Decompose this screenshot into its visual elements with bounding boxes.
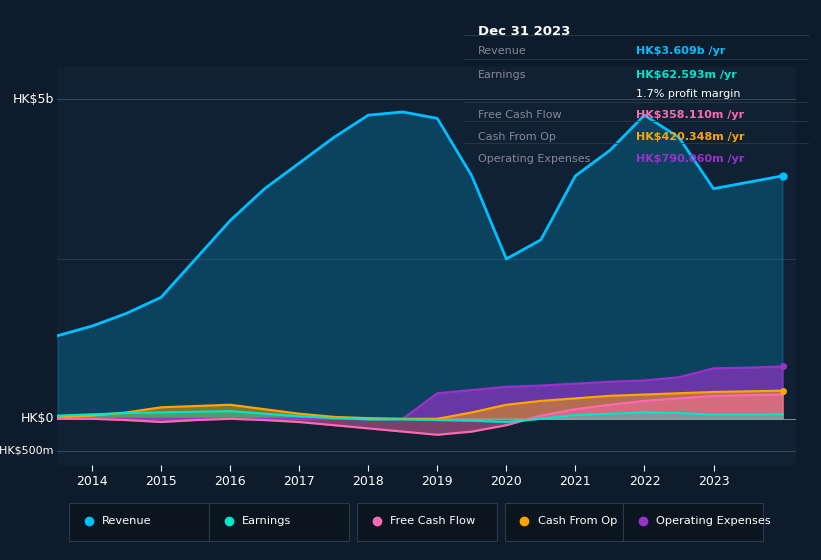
Text: Operating Expenses: Operating Expenses <box>478 155 590 165</box>
FancyBboxPatch shape <box>623 503 764 541</box>
FancyBboxPatch shape <box>69 503 209 541</box>
FancyBboxPatch shape <box>209 503 350 541</box>
Text: -HK$500m: -HK$500m <box>0 446 54 456</box>
Text: Free Cash Flow: Free Cash Flow <box>478 110 562 120</box>
Text: HK$0: HK$0 <box>21 412 54 425</box>
Text: Free Cash Flow: Free Cash Flow <box>390 516 475 526</box>
Text: Operating Expenses: Operating Expenses <box>656 516 771 526</box>
Text: HK$3.609b /yr: HK$3.609b /yr <box>636 46 726 56</box>
Text: HK$358.110m /yr: HK$358.110m /yr <box>636 110 745 120</box>
Text: 1.7% profit margin: 1.7% profit margin <box>636 89 741 99</box>
Text: Revenue: Revenue <box>478 46 526 56</box>
FancyBboxPatch shape <box>504 503 645 541</box>
Text: Dec 31 2023: Dec 31 2023 <box>478 25 570 38</box>
Text: HK$790.060m /yr: HK$790.060m /yr <box>636 155 745 165</box>
FancyBboxPatch shape <box>356 503 498 541</box>
Text: Cash From Op: Cash From Op <box>538 516 617 526</box>
Text: Earnings: Earnings <box>478 70 526 80</box>
Text: Revenue: Revenue <box>102 516 151 526</box>
Text: HK$5b: HK$5b <box>12 92 54 106</box>
Text: Earnings: Earnings <box>242 516 291 526</box>
Text: Cash From Op: Cash From Op <box>478 132 556 142</box>
Text: HK$62.593m /yr: HK$62.593m /yr <box>636 70 737 80</box>
Text: HK$420.348m /yr: HK$420.348m /yr <box>636 132 745 142</box>
